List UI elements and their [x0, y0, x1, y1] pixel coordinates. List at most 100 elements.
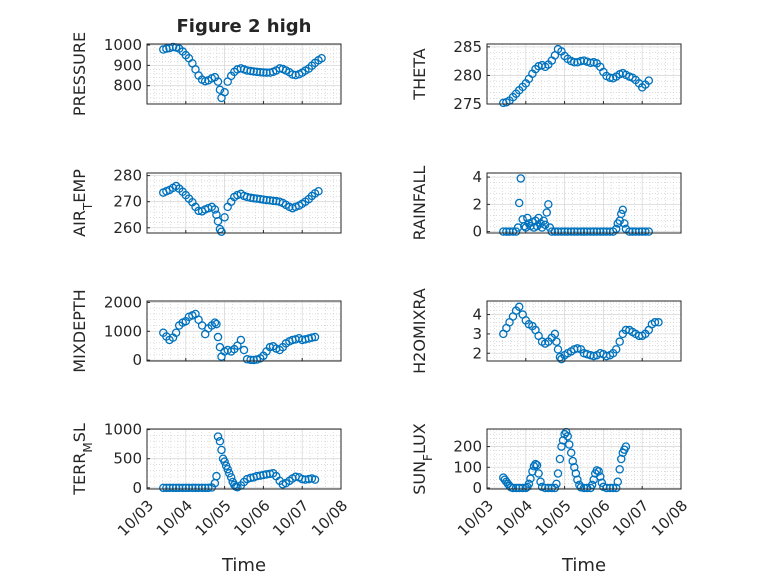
data-point [644, 76, 654, 85]
data-point [220, 213, 229, 222]
data-point [246, 66, 255, 76]
data-point [304, 474, 314, 484]
data-point [499, 227, 508, 236]
data-point [547, 227, 557, 236]
data-point [608, 483, 618, 493]
y-tick-label: 0 [132, 479, 142, 497]
data-point [256, 471, 265, 480]
data-point [597, 478, 607, 488]
axes-frame [486, 428, 682, 490]
data-point [514, 198, 524, 208]
data-point [644, 227, 654, 236]
y-axis-label: MIXDEPTH [70, 289, 89, 372]
data-point [558, 436, 568, 445]
y-tick-label: 2000 [104, 293, 142, 311]
data-point [246, 355, 255, 365]
y-tick-label: 0 [472, 223, 482, 241]
y-tick-label: 270 [113, 193, 142, 211]
data-point [215, 436, 225, 446]
y-tick-label: 1000 [104, 421, 142, 439]
data-point [557, 442, 566, 451]
axes-background [487, 173, 681, 233]
data-point [616, 454, 626, 464]
data-point [508, 483, 518, 493]
y-tick-label: 500 [113, 450, 142, 468]
data-point [552, 337, 561, 346]
data-point [317, 53, 326, 63]
data-point [542, 208, 552, 217]
data-point [168, 42, 178, 52]
data-point [565, 440, 574, 449]
data-point [615, 465, 624, 474]
data-point [220, 87, 229, 97]
data-point [314, 187, 323, 196]
y-axis-label: AIRTEMP [70, 169, 95, 237]
data-point [508, 227, 518, 236]
data-point [534, 469, 543, 478]
y-axis-label: THETA [410, 48, 429, 100]
x-axis-label: Time [221, 555, 266, 576]
y-tick-label: 1000 [104, 36, 142, 54]
axes-frame [146, 300, 342, 362]
y-axis-label: H2OMIXRA [410, 288, 429, 374]
y-axis-label: RAINFALL [410, 166, 429, 241]
y-tick-label: 900 [113, 56, 142, 74]
data-point [625, 227, 634, 236]
axes-frame [146, 43, 342, 105]
data-point [618, 205, 628, 215]
data-point [615, 337, 624, 346]
data-point [613, 477, 623, 487]
data-point [236, 335, 246, 345]
data-point [654, 318, 663, 327]
data-point [545, 223, 555, 232]
axes-frame [146, 428, 342, 490]
data-point [511, 227, 521, 236]
axes-frame [486, 300, 682, 362]
data-point [523, 213, 532, 223]
data-point [516, 174, 526, 183]
data-point [220, 457, 229, 466]
data-point [226, 473, 236, 482]
data-point [605, 483, 615, 493]
subplot-rainfall: 0 2 4 RAINFALL [410, 166, 682, 241]
y-tick-label: 280 [113, 167, 142, 185]
axes-frame [146, 172, 342, 234]
data-point [239, 345, 249, 355]
data-point [573, 344, 582, 353]
data-point [524, 479, 534, 489]
y-tick-label: 2 [472, 195, 482, 213]
data-point [553, 345, 563, 354]
data-point [252, 355, 262, 364]
y-axis-label: PRESSURE [70, 32, 89, 116]
data-point [596, 472, 605, 481]
y-tick-label: 1000 [104, 322, 142, 340]
y-tick-label: 0 [472, 479, 482, 497]
data-point [553, 469, 563, 478]
y-tick-label: 285 [453, 38, 482, 56]
data-point [213, 332, 223, 342]
data-point [544, 200, 553, 209]
data-point [557, 227, 566, 236]
data-point [246, 193, 255, 203]
data-point [256, 68, 265, 77]
data-point [566, 448, 576, 458]
axes-frame [486, 172, 682, 234]
data-point [265, 196, 275, 205]
data-point [256, 194, 265, 204]
data-point [212, 471, 221, 481]
data-point [616, 209, 626, 219]
data-point [307, 333, 317, 342]
axes-frame [486, 43, 682, 105]
x-axis-label: Time [561, 555, 606, 576]
data-point [563, 431, 572, 441]
data-point [611, 345, 621, 354]
y-tick-label: 800 [113, 77, 142, 95]
data-point [621, 442, 631, 451]
data-point [213, 217, 223, 226]
data-point [539, 216, 548, 225]
data-point [587, 480, 597, 490]
data-point [204, 483, 213, 493]
data-point [589, 475, 598, 484]
data-point [536, 477, 545, 487]
data-point [532, 460, 542, 470]
